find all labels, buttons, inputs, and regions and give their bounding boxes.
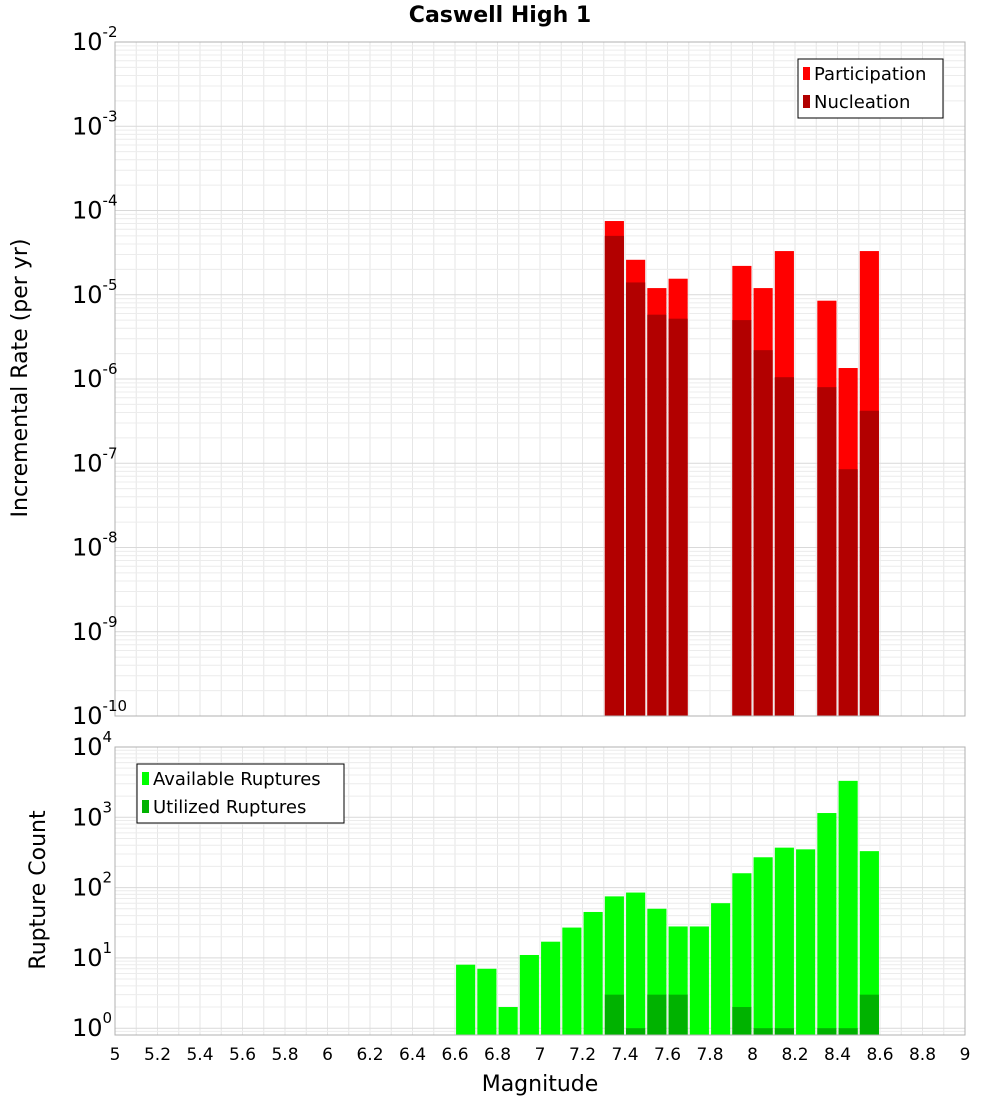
x-tick-label: 5 xyxy=(110,1045,121,1065)
x-axis-label: Magnitude xyxy=(482,1072,599,1097)
x-tick-label: 5.4 xyxy=(186,1045,213,1065)
count-bar-utilized-ruptures xyxy=(604,994,624,1035)
x-tick-label: 7.6 xyxy=(654,1045,681,1065)
rate-bar-nucleation xyxy=(604,235,624,717)
x-tick-label: 5.6 xyxy=(229,1045,256,1065)
count-bar-utilized-ruptures xyxy=(859,994,879,1035)
count-bar-utilized-ruptures xyxy=(647,994,667,1035)
rate-plot: 10-10 10-9 10-8 10-7 10-6 10-5 10-4 10-3 10-2 Par… xyxy=(72,23,966,730)
rate-bar-nucleation xyxy=(626,282,646,716)
x-tick-label: 6 xyxy=(322,1045,333,1065)
rate-legend-swatch xyxy=(803,95,810,108)
rate-legend-box xyxy=(797,58,944,119)
rate-y-tick-label: 10-4 xyxy=(72,192,118,225)
count-bar-available-ruptures xyxy=(562,927,582,1035)
count-legend-swatch xyxy=(142,772,149,785)
x-tick-label: 8 xyxy=(747,1045,758,1065)
count-legend-box xyxy=(136,763,345,824)
rate-bar-nucleation xyxy=(859,410,879,716)
count-legend: Available Ruptures Utilized Ruptures xyxy=(136,763,345,824)
count-bar-available-ruptures xyxy=(541,941,561,1035)
rate-y-tick-label: 10-6 xyxy=(72,360,118,393)
count-bar-available-ruptures xyxy=(774,847,794,1035)
rate-legend-label: Nucleation xyxy=(814,92,910,113)
rate-y-tick-label: 10-8 xyxy=(72,529,118,562)
chart-title: Caswell High 1 xyxy=(409,3,591,28)
count-bar-available-ruptures xyxy=(711,903,731,1035)
rate-y-axis-label: Incremental Rate (per yr) xyxy=(8,239,33,518)
x-tick-label: 8.4 xyxy=(824,1045,851,1065)
x-tick-label: 6.4 xyxy=(399,1045,426,1065)
rate-legend: Participation Nucleation xyxy=(797,58,944,119)
x-tick-label: 9 xyxy=(960,1045,971,1065)
count-y-tick-label: 103 xyxy=(72,798,112,831)
count-bar-available-ruptures xyxy=(519,954,539,1035)
rate-y-tick-label: 10-10 xyxy=(72,697,127,730)
count-y-tick-label: 102 xyxy=(72,869,112,902)
x-tick-label: 5.2 xyxy=(144,1045,171,1065)
rate-bar-nucleation xyxy=(732,320,752,716)
count-bar-available-ruptures xyxy=(583,911,603,1035)
count-legend-swatch xyxy=(142,800,149,813)
count-bar-utilized-ruptures xyxy=(753,1028,773,1035)
count-legend-label: Utilized Ruptures xyxy=(153,797,306,818)
count-bar-utilized-ruptures xyxy=(838,1028,858,1035)
x-tick-label: 7.2 xyxy=(569,1045,596,1065)
count-bar-available-ruptures xyxy=(498,1007,518,1035)
count-bar-available-ruptures xyxy=(477,968,497,1035)
count-frame xyxy=(114,746,966,1036)
x-tick-label: 6.6 xyxy=(441,1045,468,1065)
x-tick-label: 8.2 xyxy=(781,1045,808,1065)
x-tick-label: 7 xyxy=(535,1045,546,1065)
count-y-tick-label: 101 xyxy=(72,939,112,972)
x-tick-label: 7.8 xyxy=(696,1045,723,1065)
rate-bar-nucleation xyxy=(817,387,837,716)
count-bar-available-ruptures xyxy=(689,926,709,1035)
count-bar-available-ruptures xyxy=(456,964,476,1035)
count-bars xyxy=(456,780,879,1035)
x-tick-label: 5.8 xyxy=(271,1045,298,1065)
count-bar-available-ruptures xyxy=(753,857,773,1035)
count-bar-available-ruptures xyxy=(817,813,837,1035)
rate-bar-nucleation xyxy=(774,377,794,716)
count-y-axis-label: Rupture Count xyxy=(26,810,51,970)
rate-bars xyxy=(604,221,879,717)
rupture-count-plot: 100 101 102 103 104 Available Ruptures Utilize… xyxy=(72,728,970,1065)
rate-legend-label: Participation xyxy=(814,64,926,85)
rate-y-tick-label: 10-2 xyxy=(72,23,118,56)
count-bar-utilized-ruptures xyxy=(668,994,688,1035)
count-bar-available-ruptures xyxy=(626,892,646,1035)
count-bar-utilized-ruptures xyxy=(817,1028,837,1035)
x-tick-label: 6.8 xyxy=(484,1045,511,1065)
x-tick-label: 8.6 xyxy=(866,1045,893,1065)
x-tick-label: 8.8 xyxy=(909,1045,936,1065)
count-bar-available-ruptures xyxy=(732,873,752,1035)
rate-y-tick-label: 10-5 xyxy=(72,276,118,309)
count-bar-utilized-ruptures xyxy=(732,1007,752,1035)
rate-bar-nucleation xyxy=(753,350,773,716)
count-y-tick-label: 104 xyxy=(72,728,112,761)
count-y-tick-label: 100 xyxy=(72,1009,112,1042)
rate-legend-swatch xyxy=(803,67,810,80)
rate-grid xyxy=(114,41,966,717)
count-bar-utilized-ruptures xyxy=(626,1028,646,1035)
count-bar-available-ruptures xyxy=(838,780,858,1035)
count-bar-available-ruptures xyxy=(796,849,816,1035)
count-legend-label: Available Ruptures xyxy=(153,769,321,790)
x-tick-label: 7.4 xyxy=(611,1045,638,1065)
x-tick-label: 6.2 xyxy=(356,1045,383,1065)
rate-y-tick-label: 10-7 xyxy=(72,444,118,477)
rate-y-tick-label: 10-9 xyxy=(72,613,118,646)
rate-bar-nucleation xyxy=(647,314,667,716)
rate-bar-nucleation xyxy=(838,469,858,716)
x-tick-labels: 5 5.2 5.4 5.6 5.8 6 6.2 6.4 6.6 6.8 7 7.2 7.4 7.6 7.8 8… xyxy=(110,1045,971,1065)
rate-y-tick-label: 10-3 xyxy=(72,107,118,140)
count-bar-utilized-ruptures xyxy=(774,1028,794,1035)
rate-bar-nucleation xyxy=(668,318,688,716)
count-bar-available-ruptures xyxy=(859,851,879,1035)
rate-frame xyxy=(114,41,966,717)
